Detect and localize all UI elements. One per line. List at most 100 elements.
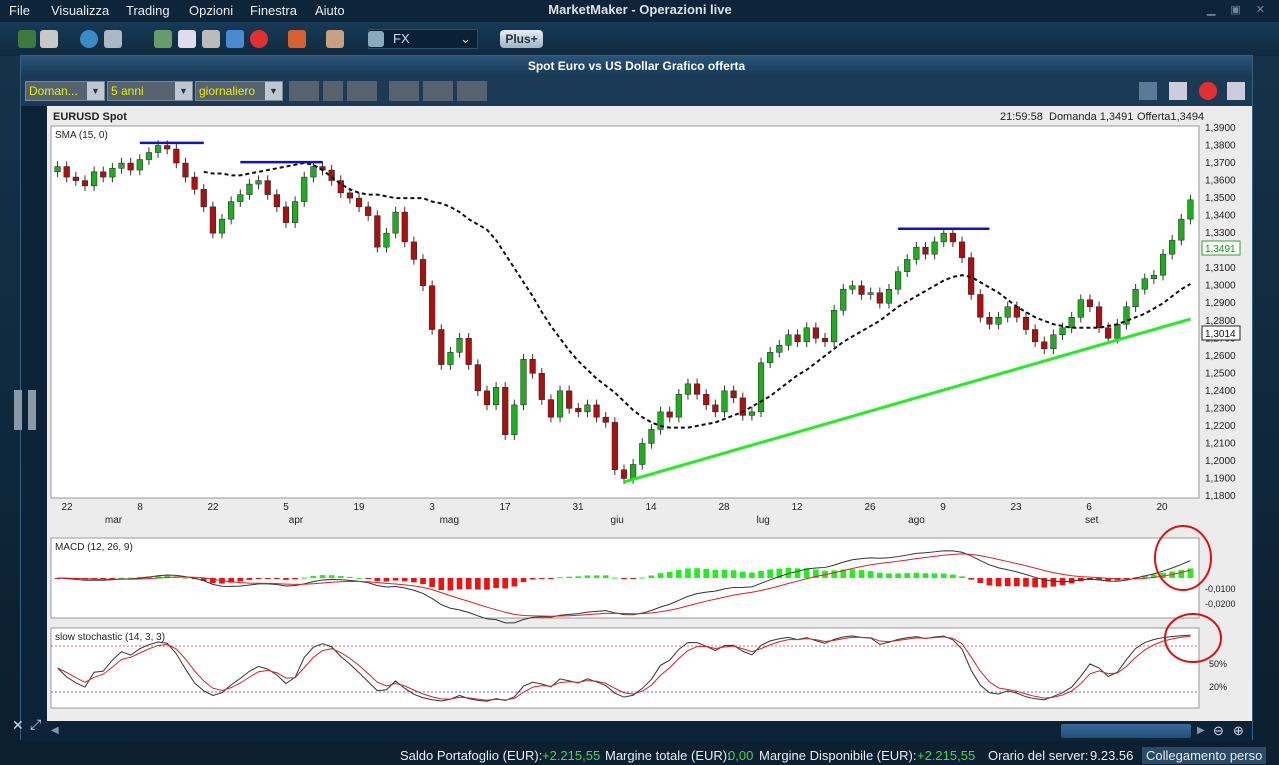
month-label: set: [1085, 515, 1099, 526]
layout-icon[interactable]: [18, 30, 36, 48]
candle: [1032, 329, 1039, 343]
macd-bar: [228, 578, 234, 583]
chart-icon[interactable]: [154, 30, 172, 48]
price-tick: 1,2000: [1205, 456, 1236, 467]
candle: [365, 206, 372, 216]
candle: [520, 359, 527, 406]
candle: [1141, 278, 1148, 290]
candle: [72, 176, 79, 181]
macd-tick: -0,0200: [1205, 599, 1236, 609]
date-tick: 12: [791, 502, 803, 513]
candle: [730, 390, 737, 399]
candle: [867, 292, 874, 295]
macd-bar: [237, 578, 244, 582]
macd-bar: [200, 578, 207, 581]
layout-icon[interactable]: [1139, 82, 1157, 100]
candle: [712, 404, 719, 413]
zoom-in-icon[interactable]: ⊕: [1233, 723, 1244, 738]
fullscreen-icon[interactable]: ⤢: [30, 716, 42, 732]
period-select[interactable]: 5 anni ▼: [107, 81, 193, 101]
pin-icon[interactable]: [323, 81, 343, 101]
macd-bar: [465, 578, 472, 590]
expand-icon[interactable]: ✕: [12, 717, 24, 733]
candle: [136, 159, 143, 171]
month-label: giu: [611, 515, 624, 526]
macd-bar: [182, 577, 189, 579]
macd-bar: [621, 578, 627, 580]
cursor-tool-icon[interactable]: [347, 81, 377, 101]
chart-icon[interactable]: [1169, 82, 1187, 100]
indicators-icon[interactable]: [457, 81, 487, 101]
macd-bar: [246, 578, 253, 580]
candle: [511, 404, 518, 435]
alert-icon[interactable]: [1199, 82, 1217, 100]
chevron-left-icon[interactable]: ◀: [51, 725, 59, 736]
draw-tool-icon[interactable]: [289, 81, 319, 101]
chevron-right-icon[interactable]: ▶: [1197, 725, 1205, 736]
chart-area[interactable]: EURUSD Spot 21:59:58 Domanda 1,3491 Offe…: [47, 106, 1252, 721]
window-controls[interactable]: ▁ ▣ ✕: [1206, 4, 1271, 16]
candle: [986, 317, 993, 325]
chart-type-icon[interactable]: [423, 81, 453, 101]
menu-file[interactable]: File: [9, 3, 30, 18]
macd-bar: [520, 578, 527, 583]
macd-bar: [1014, 578, 1020, 587]
date-tick: 8: [137, 502, 143, 513]
candles: [54, 140, 1194, 484]
menu-trading[interactable]: Trading: [126, 3, 170, 18]
candle: [931, 241, 938, 255]
candle: [785, 334, 792, 346]
candle: [429, 285, 436, 330]
menu-window[interactable]: Finestra: [250, 3, 297, 18]
candle: [803, 327, 810, 343]
globe-icon[interactable]: [80, 30, 98, 48]
tools-icon[interactable]: [288, 30, 306, 48]
menu-help[interactable]: Aiuto: [315, 3, 345, 18]
macd-bar: [721, 569, 728, 578]
candle: [410, 241, 417, 260]
avail-value: +2.215,55: [917, 748, 976, 763]
candle: [54, 166, 61, 173]
candle: [876, 292, 883, 304]
plus-button[interactable]: Plus+: [500, 30, 543, 48]
news-icon[interactable]: [1227, 82, 1245, 100]
candle: [1178, 218, 1185, 241]
print-tool-icon[interactable]: [389, 81, 419, 101]
horizontal-scroll[interactable]: ◀ ▶ ⊖ ⊕: [21, 721, 1252, 741]
candle: [145, 152, 153, 160]
macd-bar: [502, 578, 509, 589]
portfolio-label: Saldo Portafoglio (EUR):: [400, 748, 543, 763]
menu-view[interactable]: Visualizza: [51, 3, 110, 18]
candle: [894, 271, 902, 290]
price-type-select[interactable]: Doman... ▼: [25, 81, 105, 101]
candle: [767, 352, 774, 364]
market-select[interactable]: FX ⌄: [368, 29, 478, 49]
print-icon[interactable]: [40, 30, 58, 48]
side-panel-grip[interactable]: [12, 385, 40, 435]
news-icon[interactable]: [202, 30, 220, 48]
candle: [63, 166, 70, 178]
candle: [703, 394, 710, 406]
scroll-thumb[interactable]: [1061, 724, 1191, 738]
macd-bar: [118, 577, 125, 579]
candle: [355, 197, 363, 208]
table-icon[interactable]: [178, 30, 196, 48]
alert-icon[interactable]: [250, 30, 268, 48]
grid-icon[interactable]: [104, 30, 122, 48]
candle: [529, 359, 536, 374]
macd-bar: [1123, 578, 1130, 579]
account-icon[interactable]: [226, 30, 244, 48]
users-icon[interactable]: [326, 30, 344, 48]
menu-options[interactable]: Opzioni: [189, 3, 234, 18]
candle: [1022, 317, 1030, 330]
margin-value: 0,00: [728, 748, 754, 763]
interval-select[interactable]: giornaliero ▼: [195, 81, 283, 101]
candle: [611, 422, 618, 470]
connection-status[interactable]: Collegamento perso: [1142, 747, 1267, 764]
candle: [228, 201, 235, 220]
candle: [904, 259, 911, 272]
date-tick: 3: [429, 502, 435, 513]
price-chart[interactable]: EURUSD Spot 21:59:58 Domanda 1,3491 Offe…: [47, 106, 1252, 721]
macd-bar: [940, 573, 947, 578]
zoom-out-icon[interactable]: ⊖: [1213, 723, 1224, 738]
